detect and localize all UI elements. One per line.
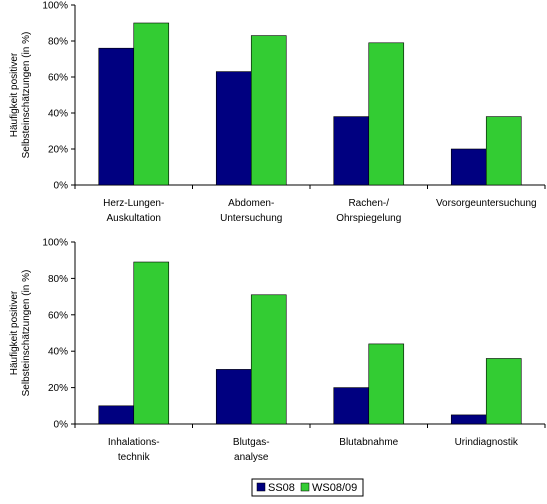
bar-ws08-09-urindiagnostik <box>485 358 522 425</box>
y-axis-label-line: Selbsteinschätzungen (in %) <box>21 32 32 159</box>
x-category-label-line: Abdomen- <box>228 198 274 209</box>
bar-ss08-blutabnahme <box>333 387 370 425</box>
bar-ws08-09-herz-lungen-auskultation <box>133 22 170 186</box>
y-tick-label: 80% <box>48 37 68 48</box>
legend-label-ss08: SS08 <box>268 482 295 494</box>
legend-label-ws0809: WS08/09 <box>312 482 357 494</box>
y-axis-label: Häufigkeit positiverSelbsteinschätzungen… <box>9 32 32 159</box>
y-axis-label-line: Selbsteinschätzungen (in %) <box>21 270 32 397</box>
x-category-label: Blutabnahme <box>339 437 398 448</box>
bar-ss08-abdomen-untersuchung <box>215 71 252 186</box>
x-category-label-line: Auskultation <box>107 213 161 224</box>
chart-bottom: 0% 20% 40% 60% 80% 100% Häufigkeit positiverSe… <box>9 238 546 463</box>
bar-ws08-09-inhalations-technik <box>133 261 170 425</box>
x-category-label-line: Blutgas- <box>233 437 270 448</box>
y-tick-label: 20% <box>48 383 68 394</box>
bar-ws08-09-vorsorgeuntersuchung <box>485 116 522 186</box>
bar-ws08-09-abdomen-untersuchung <box>250 35 287 186</box>
bar-ws08-09-blutgas-analyse <box>250 294 287 425</box>
x-category-label-line: Urindiagnostik <box>455 437 519 448</box>
x-category-label: Inhalations-technik <box>108 437 160 463</box>
x-category-label: Herz-Lungen- Auskultation <box>103 198 164 224</box>
bar-ss08-blutgas-analyse <box>215 369 252 425</box>
y-tick-label: 20% <box>48 145 68 156</box>
bar-ws08-09-rachen-ohrspiegelung <box>368 42 405 186</box>
x-category-label-line: Untersuchung <box>220 213 282 224</box>
x-category-label-line: technik <box>118 452 151 463</box>
y-tick-label: 40% <box>48 347 68 358</box>
y-axis-label: Häufigkeit positiverSelbsteinschätzungen… <box>9 270 32 397</box>
y-tick-label: 40% <box>48 109 68 120</box>
bar-ss08-herz-lungen-auskultation <box>98 47 135 186</box>
x-category-label: Rachen-/ Ohrspiegelung <box>336 198 401 224</box>
bar-ss08-rachen-ohrspiegelung <box>333 116 370 186</box>
y-tick-label: 80% <box>48 274 68 285</box>
bar-ws08-09-blutabnahme <box>368 343 405 425</box>
y-tick-label: 60% <box>48 73 68 84</box>
x-category-label-line: Ohrspiegelung <box>336 213 401 224</box>
bar-ss08-inhalations-technik <box>98 405 135 425</box>
y-axis-label-line: Häufigkeit positiver <box>9 52 20 137</box>
bar-ss08-urindiagnostik <box>450 414 487 425</box>
bar-ss08-vorsorgeuntersuchung <box>450 148 487 186</box>
y-tick-label: 100% <box>42 238 68 249</box>
x-category-label: Abdomen- Untersuchung <box>220 198 282 224</box>
y-tick-label: 60% <box>48 310 68 321</box>
x-category-label: Urindiagnostik <box>455 437 519 448</box>
x-category-label: Vorsorgeuntersuchung <box>436 198 537 209</box>
legend: SS08 WS08/09 <box>251 478 364 497</box>
legend-swatch-ws0809 <box>300 482 310 492</box>
y-tick-label: 0% <box>54 420 69 431</box>
x-category-label-line: Rachen-/ <box>348 198 389 209</box>
chart-top: 0% 20% 40% 60% 80% 100% Häufigkeit positiverSe… <box>9 1 546 224</box>
x-category-label-line: Blutabnahme <box>339 437 398 448</box>
x-category-label-line: Inhalations- <box>108 437 160 448</box>
x-category-label-line: Vorsorgeuntersuchung <box>436 198 537 209</box>
x-category-label-line: Herz-Lungen- <box>103 198 164 209</box>
legend-swatch-ss08 <box>256 482 266 492</box>
y-tick-label: 0% <box>54 181 69 192</box>
x-category-label: Blutgas-analyse <box>233 437 270 463</box>
y-tick-label: 100% <box>42 1 68 12</box>
x-category-label-line: analyse <box>234 452 269 463</box>
y-axis-label-line: Häufigkeit positiver <box>9 290 20 375</box>
